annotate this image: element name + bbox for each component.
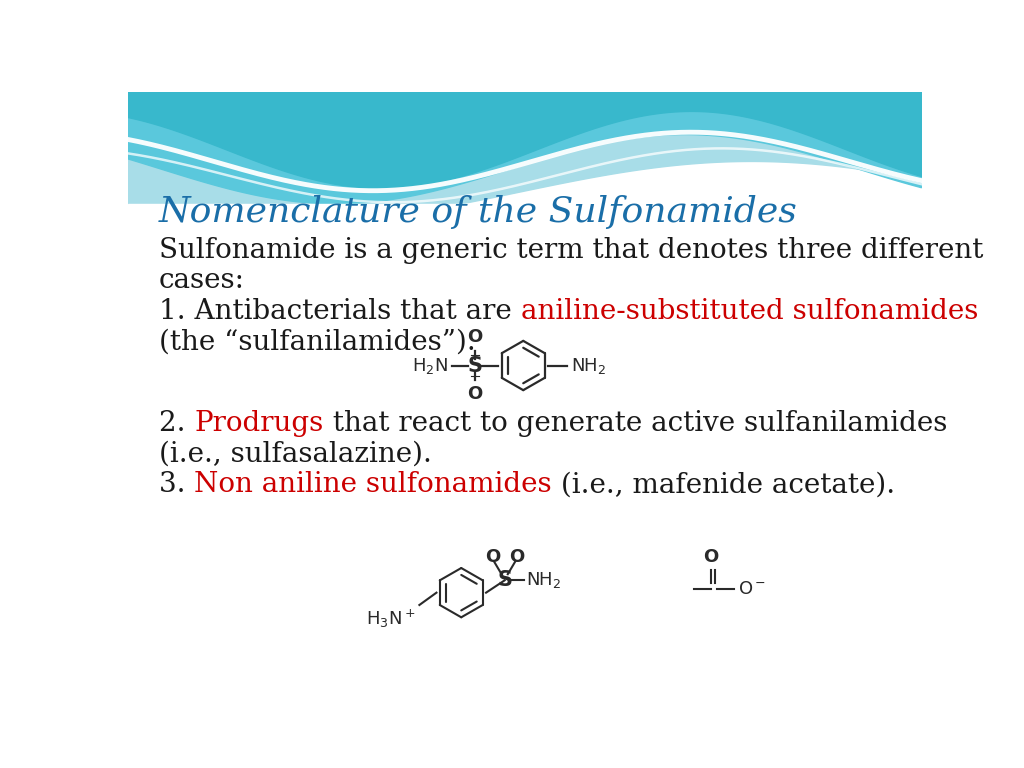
- Polygon shape: [128, 92, 922, 223]
- Text: (i.e., sulfasalazine).: (i.e., sulfasalazine).: [159, 441, 432, 468]
- Polygon shape: [128, 204, 922, 684]
- Text: NH$_2$: NH$_2$: [571, 356, 606, 376]
- Text: O: O: [468, 328, 483, 346]
- Text: Nomenclature of the Sulfonamides: Nomenclature of the Sulfonamides: [159, 194, 798, 229]
- Text: S: S: [497, 571, 512, 591]
- Text: O: O: [468, 385, 483, 403]
- Text: 2.: 2.: [159, 410, 195, 437]
- Text: aniline-substituted sulfonamides: aniline-substituted sulfonamides: [520, 298, 978, 325]
- Text: O: O: [484, 548, 500, 566]
- Text: O: O: [509, 548, 524, 566]
- Text: O$^-$: O$^-$: [738, 580, 766, 598]
- Text: 3.: 3.: [159, 472, 195, 498]
- Text: H$_2$N: H$_2$N: [412, 356, 449, 376]
- Text: S: S: [468, 356, 482, 376]
- Text: O: O: [703, 548, 719, 566]
- Text: NH$_2$: NH$_2$: [526, 571, 561, 591]
- Text: Prodrugs: Prodrugs: [195, 410, 324, 437]
- Text: that react to generate active sulfanilamides: that react to generate active sulfanilam…: [324, 410, 947, 437]
- Text: (the “sulfanilamides”).: (the “sulfanilamides”).: [159, 329, 476, 356]
- Polygon shape: [128, 92, 922, 204]
- Text: Non aniline sulfonamides: Non aniline sulfonamides: [195, 472, 552, 498]
- Text: cases:: cases:: [159, 267, 245, 294]
- Text: H$_3$N$^+$: H$_3$N$^+$: [366, 608, 416, 631]
- Text: (i.e., mafenide acetate).: (i.e., mafenide acetate).: [552, 472, 895, 498]
- Text: Sulfonamide is a generic term that denotes three different: Sulfonamide is a generic term that denot…: [159, 237, 983, 263]
- Text: 1. Antibacterials that are: 1. Antibacterials that are: [159, 298, 520, 325]
- Polygon shape: [128, 92, 922, 188]
